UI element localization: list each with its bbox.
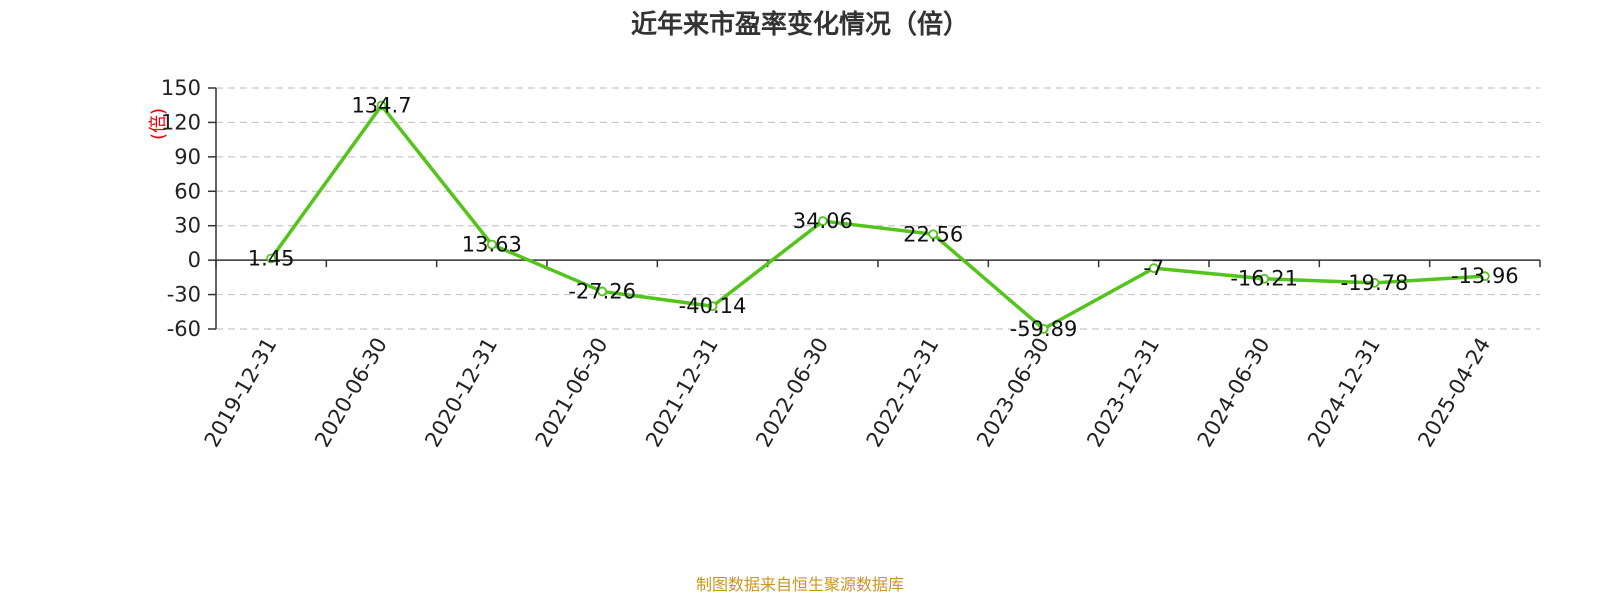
- axes: [208, 87, 1541, 330]
- x-tick-label: 2025-04-24: [1413, 334, 1495, 452]
- series-pe-ratio: [266, 100, 1490, 334]
- data-label: -7: [1143, 256, 1164, 280]
- x-tick-label: 2020-12-31: [420, 334, 502, 452]
- y-tick-label: 120: [161, 110, 201, 134]
- data-label: 134.7: [351, 94, 411, 118]
- y-axis-label: (倍): [148, 108, 169, 140]
- x-tick-label: 2022-12-31: [862, 334, 944, 452]
- x-tick-label: 2021-12-31: [641, 334, 723, 452]
- y-tick-label: -60: [167, 317, 201, 341]
- data-label: 1.45: [248, 246, 295, 270]
- x-tick-label: 2024-06-30: [1193, 334, 1275, 452]
- data-point: [376, 100, 387, 111]
- data-point: [707, 301, 718, 312]
- x-tick-label: 2023-12-31: [1082, 334, 1164, 452]
- data-point: [1259, 273, 1270, 284]
- data-label: -16.21: [1230, 267, 1298, 291]
- data-point: [928, 229, 939, 240]
- y-tick-label: 0: [188, 248, 201, 272]
- data-point: [597, 286, 608, 297]
- data-label: -59.89: [1010, 317, 1078, 341]
- data-point: [1038, 323, 1049, 334]
- x-tick-label: 2022-06-30: [751, 334, 833, 452]
- data-point: [1369, 277, 1380, 288]
- x-tick-label: 2024-12-31: [1303, 334, 1385, 452]
- data-label: 22.56: [903, 222, 963, 246]
- data-label: -27.26: [568, 279, 636, 303]
- x-tick-label: 2020-06-30: [310, 334, 392, 452]
- y-tick-label: 30: [174, 214, 201, 238]
- data-label: 34.06: [793, 209, 853, 233]
- x-tick-label: 2019-12-31: [200, 334, 282, 452]
- y-tick-label: 60: [174, 179, 201, 203]
- data-point: [486, 239, 497, 250]
- data-labels: 1.45 134.7 13.63 -27.26 -40.14 34.06 22.56 -59.…: [248, 94, 1519, 341]
- data-point: [817, 216, 828, 226]
- y-tick-label: 90: [174, 145, 201, 169]
- x-tick-label: 2021-06-30: [531, 334, 613, 452]
- data-point: [1148, 263, 1159, 274]
- chart-title: 近年来市盈率变化情况（倍）: [631, 9, 969, 40]
- y-tick-label: 150: [161, 76, 201, 100]
- grid-lines: [216, 87, 1540, 330]
- data-label: -13.96: [1451, 264, 1519, 288]
- x-tick-labels: 2019-12-31 2020-06-30 2020-12-31 2021-06-30…: [200, 334, 1495, 452]
- data-source-note: 制图数据来自恒生聚源数据库: [696, 575, 904, 594]
- series-line: [269, 103, 1487, 331]
- y-tick-label: -30: [167, 283, 201, 307]
- data-point: [1479, 271, 1490, 282]
- data-label: -40.14: [679, 294, 747, 318]
- data-point: [266, 253, 277, 264]
- data-label: 13.63: [462, 233, 522, 257]
- x-tick-label: 2023-06-30: [972, 334, 1054, 452]
- y-tick-labels: 150 120 90 60 30 0 -30 -60: [161, 76, 201, 341]
- data-label: -19.78: [1341, 271, 1409, 295]
